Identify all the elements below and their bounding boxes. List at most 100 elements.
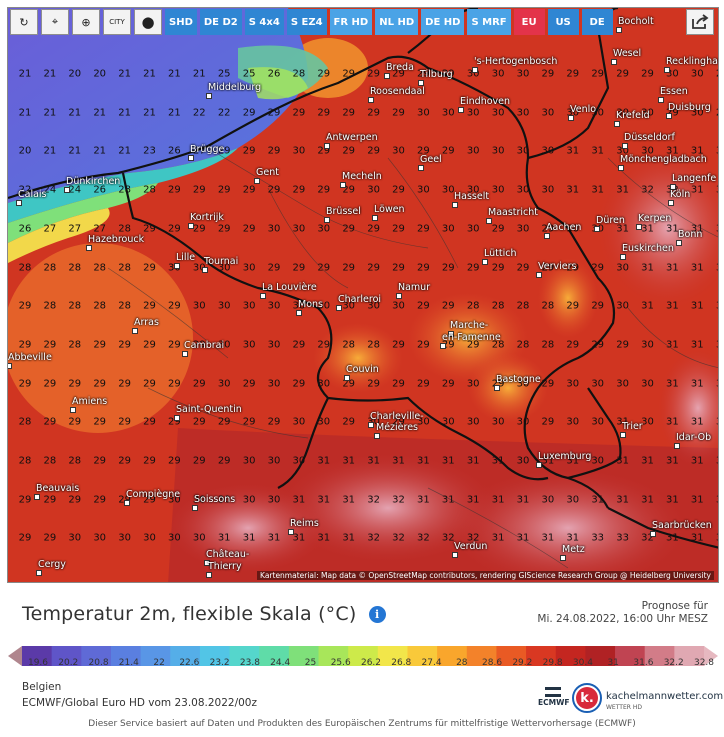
temperature-value: 29 <box>541 378 555 390</box>
temperature-value: 32 <box>392 494 405 506</box>
city-label: Charleville- <box>368 411 424 428</box>
scale-arrow-right <box>704 646 718 666</box>
model-button-s-4x4[interactable]: S 4x4 <box>244 9 284 35</box>
temperature-value: 29 <box>267 145 281 157</box>
temperature-value: 30 <box>217 300 231 312</box>
temperature-value: 29 <box>267 184 281 196</box>
temperature-value: 30 <box>591 107 605 119</box>
temperature-value: 30 <box>267 494 281 506</box>
model-button-eu[interactable]: EU <box>513 9 545 35</box>
region-borders <box>107 147 718 569</box>
temperature-value: 32 <box>641 532 654 544</box>
temperature-value: 31 <box>317 494 331 506</box>
city-label: Middelburg <box>205 82 262 99</box>
temperature-value: 31 <box>716 533 718 544</box>
model-button-s-mrf[interactable]: S MRF <box>467 9 511 35</box>
temperature-value: 29 <box>192 455 206 467</box>
temperature-value: 30 <box>516 223 530 235</box>
temperature-value: 29 <box>168 300 181 312</box>
dot-icon[interactable]: ● <box>134 9 162 35</box>
temperature-value: 29 <box>168 455 181 467</box>
zoom-icon[interactable]: ⊕ <box>72 9 100 35</box>
model-button-us[interactable]: US <box>547 9 579 35</box>
temperature-value: 30 <box>516 184 530 196</box>
temperature-value: 28 <box>292 68 306 80</box>
temperature-value: 26 <box>18 223 32 235</box>
scale-value: 28.6 <box>482 658 503 668</box>
temperature-value: 30 <box>267 378 281 390</box>
temperature-value: 21 <box>143 68 156 80</box>
city-label: Kortrijk <box>188 212 224 229</box>
temperature-value: 29 <box>491 378 505 390</box>
temperature-value: 33 <box>616 532 629 544</box>
city-label: Wesel <box>610 48 642 65</box>
city-label: Marche- <box>447 320 489 337</box>
city-label: Namur <box>395 282 431 299</box>
model-button-de-d2[interactable]: DE D2 <box>199 9 242 35</box>
temperature-value: 28 <box>68 455 82 467</box>
temperature-value: 30 <box>441 416 455 428</box>
temperature-value: 29 <box>616 68 629 80</box>
temperature-value: 29 <box>192 416 206 428</box>
city-label: Mecheln <box>340 171 382 188</box>
info-icon[interactable]: i <box>368 606 386 623</box>
temperature-value: 30 <box>367 300 380 312</box>
forecast-time: Mi. 24.08.2022, 16:00 Uhr MESZ <box>537 613 708 625</box>
temperature-value: 29 <box>716 107 718 118</box>
temperature-value: 30 <box>317 223 331 235</box>
location-pin-icon[interactable]: ⌖ <box>41 9 69 35</box>
country-borders <box>8 8 718 549</box>
temperature-value: 31 <box>716 378 718 389</box>
temperature-value: 30 <box>616 107 629 119</box>
temperature-value: 29 <box>591 68 605 80</box>
model-button-nl-hd[interactable]: NL HD <box>375 9 419 35</box>
scale-swatch <box>377 646 408 666</box>
temperature-value: 28 <box>118 300 131 312</box>
model-button-fr-hd[interactable]: FR HD <box>329 9 373 35</box>
temperature-value: 32 <box>441 532 455 544</box>
model-button-de-hd[interactable]: DE HD <box>421 9 465 35</box>
temperature-value: 31 <box>491 532 505 544</box>
temperature-value: 30 <box>417 184 430 196</box>
temperature-value: 30 <box>342 300 356 312</box>
temperature-value: 32 <box>417 532 430 544</box>
city-toggle[interactable]: CITY <box>103 9 131 35</box>
temperature-value: 30 <box>317 416 331 428</box>
temperature-value: 30 <box>143 532 156 544</box>
refresh-icon[interactable]: ↻ <box>10 9 38 35</box>
temperature-value: 27 <box>68 223 82 235</box>
temperature-value: 29 <box>441 145 455 157</box>
temperature-value: 27 <box>43 223 57 235</box>
temperature-value: 29 <box>168 416 181 428</box>
city-label: Venlo <box>567 104 597 121</box>
model-button-de[interactable]: DE <box>581 9 613 35</box>
scale-swatch <box>51 646 82 666</box>
share-button[interactable] <box>686 9 714 35</box>
kachelmann-logo[interactable]: k. <box>572 683 602 713</box>
city-label: Amiens <box>69 396 108 413</box>
temperature-value: 31 <box>367 455 380 467</box>
temperature-value: 29 <box>566 300 580 312</box>
scale-value: 30.4 <box>572 658 593 668</box>
city-label: Bonn <box>675 229 703 246</box>
temperature-value: 29 <box>342 107 356 119</box>
temperature-value: 29 <box>541 262 555 273</box>
temperature-map[interactable]: 21 21 20 20 21 21 21 21 25 25 26 28 29 29 29 29 29 29 30 30… <box>7 7 719 583</box>
model-button-s-ez4[interactable]: S EZ4 <box>286 9 327 35</box>
temperature-value: 29 <box>192 378 206 390</box>
scale-swatch <box>526 646 557 666</box>
temperature-value: 29 <box>242 107 256 119</box>
sea-area <box>8 8 308 203</box>
temperature-value: 30 <box>417 416 430 428</box>
map-credit: Kartenmaterial: Map data © OpenStreetMap… <box>257 571 714 580</box>
temperature-value: 29 <box>143 339 156 351</box>
temperature-value: 29 <box>342 145 356 157</box>
city-label: Château- <box>203 549 250 566</box>
model-button-shd[interactable]: SHD <box>165 9 197 35</box>
temperature-value: 31 <box>242 532 256 544</box>
city-label: Charleroi <box>335 294 382 311</box>
temperature-value: 30 <box>690 107 704 119</box>
scale-swatch <box>496 646 527 666</box>
scale-swatch <box>170 646 201 666</box>
